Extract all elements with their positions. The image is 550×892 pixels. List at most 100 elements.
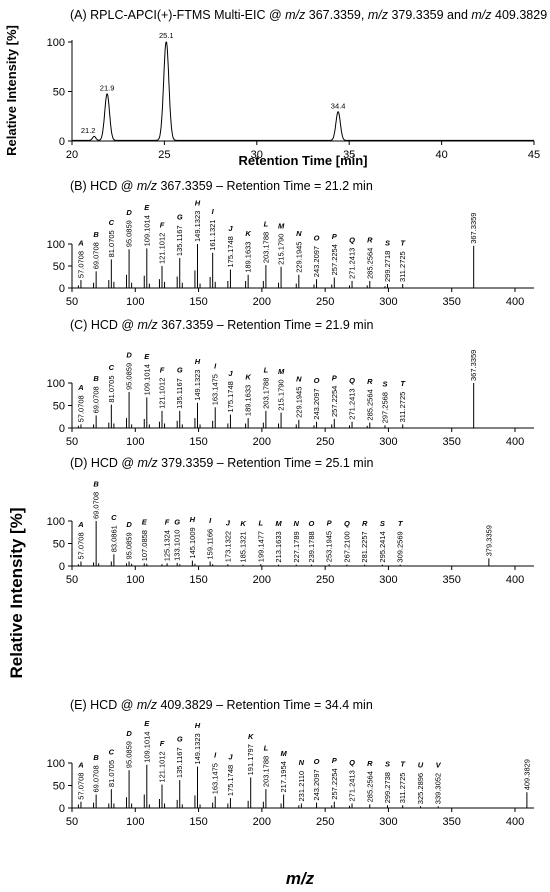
panel-c-y-tick-label: 50 [53, 401, 65, 413]
panel-b-x-tick-label: 100 [126, 296, 144, 308]
panel-b-fragment-letter: P [332, 232, 338, 241]
panel-d-peak-label: 95.0859 [125, 532, 134, 559]
panel-c-x-tick-label: 50 [66, 436, 78, 448]
panel-e-fragment-letter: E [144, 719, 150, 728]
panel-c-fragment-letter: R [367, 377, 373, 386]
panel-d-fragment-letter: F [165, 518, 170, 527]
panel-b-spectrum: (B) HCD @ m/z 367.3359 – Retention Time … [47, 179, 534, 308]
panel-d-fragment-letter: C [111, 513, 117, 522]
panel-b-fragment-letter: L [264, 220, 269, 229]
panel-d-y-tick-label: 0 [59, 561, 65, 573]
panel-e-peak-label: 299.2738 [383, 772, 392, 803]
panel-b-peak-label: 109.1014 [142, 215, 151, 246]
panel-c-peak-label: 215.1790 [277, 379, 286, 410]
panel-a-peak-label: 25.1 [159, 31, 174, 40]
panel-e-peak-label: 191.1797 [246, 744, 255, 775]
panel-c-fragment-letter: L [264, 365, 269, 374]
panel-d-fragment-letter: E [142, 518, 148, 527]
panel-c-y-tick-label: 100 [47, 378, 65, 390]
panel-d-y-tick-label: 100 [47, 516, 65, 528]
panel-b-peak-label: 69.0708 [92, 242, 101, 269]
panel-b-fragment-letter: S [385, 238, 390, 247]
panel-c-x-tick-label: 100 [126, 436, 144, 448]
panel-b-peak-label: 243.2097 [312, 246, 321, 277]
panel-d-fragment-letter: N [294, 519, 300, 528]
title-segment: 367.3359 – Retention Time = 21.2 min [157, 179, 373, 193]
panel-b-x-tick-label: 300 [379, 296, 397, 308]
panel-d-fragment-letter: R [362, 519, 368, 528]
panel-c-peak-label: 81.0705 [107, 375, 116, 402]
panel-e-peak-label: 69.0708 [92, 765, 101, 792]
panel-a-title: (A) RPLC-APCI(+)-FTMS Multi-EIC @ m/z 36… [70, 8, 547, 22]
panel-e-peak-label: 149.1323 [193, 733, 202, 764]
panel-a-x-tick-label: 20 [66, 149, 78, 161]
panel-e-fragment-letter: F [160, 739, 165, 748]
panel-b-x-tick-label: 400 [506, 296, 524, 308]
panel-d-fragment-letter: S [380, 519, 385, 528]
panel-e-title: (E) HCD @ m/z 409.3829 – Retention Time … [70, 698, 373, 712]
panel-c-fragment-letter: N [296, 374, 302, 383]
panel-d-peak-label: 281.2257 [360, 531, 369, 562]
panel-a-y-axis-label: Relative Intensity [%] [4, 25, 19, 156]
panel-c-fragment-letter: Q [349, 376, 355, 385]
panel-c-peak-label: 135.1167 [175, 378, 184, 409]
panel-c-peak-label: 69.0708 [92, 386, 101, 413]
panel-d-peak-label: 185.1321 [239, 531, 248, 562]
panel-e-peak-label: 135.1167 [175, 747, 184, 778]
panel-e-peak-label: 109.1014 [142, 732, 151, 763]
panel-b-peak-label: 57.0708 [76, 251, 85, 278]
panel-c-peak-label: 57.0708 [76, 395, 85, 422]
panel-e-fragment-letter: D [126, 729, 132, 738]
panel-c-peak-label: 163.1475 [211, 374, 220, 405]
panel-b-peak-label: 311.2725 [398, 251, 407, 282]
panel-e-fragment-letter: V [436, 761, 442, 770]
panel-b-fragment-letter: E [144, 203, 150, 212]
panel-b-peak-label: 81.0705 [107, 230, 116, 257]
panel-d-fragment-letter: T [398, 519, 404, 528]
panel-e-x-tick-label: 100 [126, 816, 144, 828]
panel-c-spectrum: (C) HCD @ m/z 367.3359 – Retention Time … [47, 318, 534, 448]
panel-c-x-tick-label: 400 [506, 436, 524, 448]
panel-c-peak-label: 189.1633 [244, 385, 253, 416]
panel-c-fragment-letter: D [126, 351, 132, 360]
panel-d-y-tick-label: 50 [53, 539, 65, 551]
panel-c-x-tick-label: 250 [316, 436, 334, 448]
panel-d-fragment-letter: K [240, 519, 246, 528]
shared-y-axis-label: Relative Intensity [%] [7, 508, 26, 679]
title-segment: (D) HCD @ [70, 456, 138, 470]
panel-b-peak-label: 161.1321 [208, 220, 217, 251]
panel-e-peak-label: 163.1475 [211, 763, 220, 794]
panel-b-fragment-letter: A [77, 239, 83, 248]
title-segment: 409.3829 [492, 8, 548, 22]
panel-c-fragment-letter: H [195, 357, 201, 366]
title-segment: 367.3359, [305, 8, 368, 22]
panel-b-x-tick-label: 50 [66, 296, 78, 308]
panel-c-y-tick-label: 0 [59, 423, 65, 435]
panel-b-fragment-letter: K [245, 229, 251, 238]
panel-e-fragment-letter: C [109, 748, 115, 757]
panel-c-x-tick-label: 350 [443, 436, 461, 448]
panel-d-peak-label: 309.2569 [396, 531, 405, 562]
panel-b-fragment-letter: F [160, 220, 165, 229]
panel-b-fragment-letter: O [314, 234, 320, 243]
panel-b-y-tick-label: 0 [59, 283, 65, 295]
panel-c-peak-label: 271.2413 [348, 388, 357, 419]
panel-d-peak-label: 379.3359 [484, 525, 493, 556]
panel-b-peak-label: 229.1945 [294, 242, 303, 273]
panel-a-peak-label: 34.4 [331, 101, 346, 110]
title-segment: 379.3359 – Retention Time = 25.1 min [158, 456, 374, 470]
panel-e-peak-label: 285.2564 [365, 771, 374, 802]
panel-b-fragment-letter: M [278, 221, 285, 230]
title-segment: m/z [137, 698, 158, 712]
panel-e-fragment-letter: A [77, 760, 83, 769]
panel-b-x-tick-label: 150 [189, 296, 207, 308]
panel-b-peak-label: 203.1788 [261, 232, 270, 263]
panel-d-peak-label: 83.0861 [109, 525, 118, 552]
panel-d-peak-label: 57.0708 [76, 532, 85, 559]
panel-e-fragment-letter: I [214, 751, 217, 760]
panel-a-x-tick-label: 25 [158, 149, 170, 161]
panel-d-x-tick-label: 200 [253, 574, 271, 586]
panel-d-peak-label: 133.1010 [173, 530, 182, 561]
title-segment: 409.3829 – Retention Time = 34.4 min [157, 698, 373, 712]
panel-c-fragment-letter: S [382, 380, 387, 389]
